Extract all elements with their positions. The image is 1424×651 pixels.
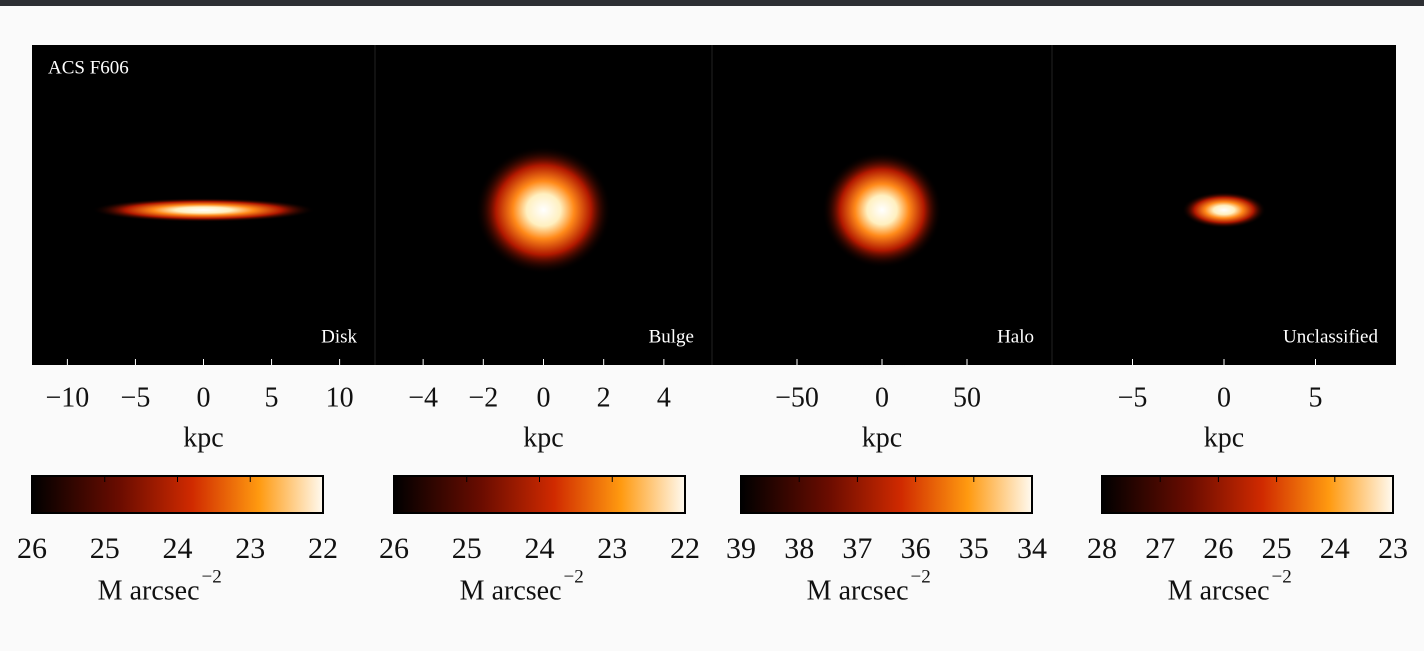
colorbar-label-exponent: −2	[1272, 566, 1292, 587]
top-bar	[0, 0, 1424, 6]
colorbar-tick-label: 25	[452, 532, 482, 565]
x-tick-label: 0	[875, 382, 889, 413]
x-tick-label: 0	[537, 382, 551, 413]
galaxy-glow	[822, 152, 942, 268]
x-tick-label: −50	[775, 382, 819, 413]
colorbar-tick-label: 37	[842, 532, 872, 565]
panel-label: Unclassified	[1283, 326, 1378, 347]
colorbar-tick-label: 23	[235, 532, 265, 565]
x-tick-label: −4	[408, 382, 438, 413]
colorbar-tick-label: 22	[308, 532, 338, 565]
colorbar-tick-label: 22	[670, 532, 700, 565]
x-tick-label: 10	[326, 382, 354, 413]
colorbar-tick-label: 35	[959, 532, 989, 565]
x-tick-label: −5	[121, 382, 151, 413]
colorbar-tick-label: 25	[90, 532, 120, 565]
galaxy-image	[476, 146, 612, 274]
x-tick-label: 5	[265, 382, 279, 413]
x-tick-label: −5	[1118, 382, 1148, 413]
galaxy-glow	[476, 146, 612, 274]
colorbar-tick-label: 28	[1087, 532, 1117, 565]
colorbar-tick-label: 27	[1145, 532, 1175, 565]
colorbar-label: M arcsec	[1168, 575, 1270, 606]
colorbar-tick-label: 36	[901, 532, 931, 565]
galaxy-glow	[92, 198, 316, 222]
panel-label: Bulge	[649, 326, 694, 347]
colorbar-tick-label: 24	[1320, 532, 1350, 565]
colorbar-label-exponent: −2	[202, 566, 222, 587]
colorbar-label: M arcsec	[98, 575, 200, 606]
colorbar-label-exponent: −2	[911, 566, 931, 587]
panel-label: Halo	[997, 326, 1034, 347]
x-tick-label: 0	[197, 382, 211, 413]
colorbar-tick-label: 26	[17, 532, 47, 565]
x-tick-label: 5	[1308, 382, 1322, 413]
figure: ACS F606Disk−10−50510kpc2625242322M arcs…	[0, 0, 1424, 646]
colorbar-tick-label: 24	[525, 532, 555, 565]
x-axis-label: kpc	[862, 422, 902, 453]
x-tick-label: 50	[953, 382, 981, 413]
colorbar-tick-label: 24	[163, 532, 193, 565]
x-tick-label: −2	[468, 382, 498, 413]
panel-label: Disk	[321, 326, 357, 347]
galaxy-image	[707, 50, 1057, 370]
colorbar-tick-label: 26	[1203, 532, 1233, 565]
colorbar-tick-label: 38	[784, 532, 814, 565]
galaxy-image	[1109, 150, 1339, 270]
colorbar-label: M arcsec	[807, 575, 909, 606]
colorbar-tick-label: 23	[597, 532, 627, 565]
x-tick-label: 4	[657, 382, 671, 413]
x-tick-label: 0	[1217, 382, 1231, 413]
galaxy-glow	[1182, 192, 1266, 228]
colorbar-tick-label: 34	[1017, 532, 1047, 565]
galaxy-image	[92, 198, 316, 222]
colorbar-tick-label: 23	[1378, 532, 1408, 565]
x-axis-label: kpc	[183, 422, 223, 453]
colorbar-tick-label: 39	[726, 532, 756, 565]
colorbar-tick-label: 25	[1262, 532, 1292, 565]
image-annotation: ACS F606	[48, 57, 129, 78]
colorbar-label-exponent: −2	[564, 566, 584, 587]
x-axis-label: kpc	[523, 422, 563, 453]
colorbar	[741, 476, 1032, 513]
x-tick-label: −10	[45, 382, 89, 413]
x-axis-label: kpc	[1204, 422, 1244, 453]
x-tick-label: 2	[597, 382, 611, 413]
colorbar-tick-label: 26	[379, 532, 409, 565]
colorbar	[1102, 476, 1393, 513]
colorbar-label: M arcsec	[460, 575, 562, 606]
